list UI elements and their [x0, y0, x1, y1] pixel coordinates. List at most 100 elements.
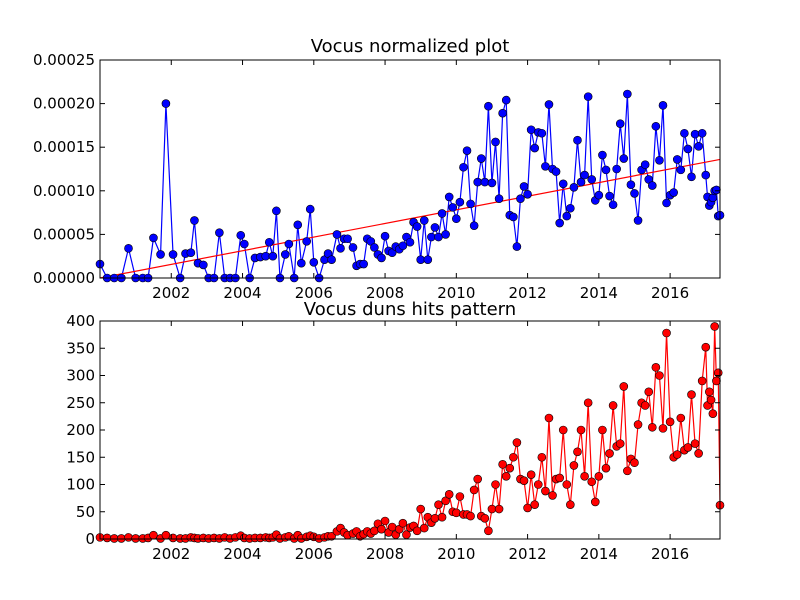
- data-point: [494, 194, 504, 203]
- data-point: [398, 518, 408, 528]
- y-tick-label: 200: [66, 421, 95, 439]
- data-point: [476, 154, 486, 163]
- data-point: [601, 463, 611, 473]
- data-point: [523, 503, 532, 513]
- duns-hits-panel: Vocus duns hits pattern 2002 2004 2006 2008…: [66, 299, 725, 563]
- data-point: [284, 239, 294, 249]
- data-point: [370, 243, 379, 252]
- data-point: [370, 526, 379, 536]
- data-point: [647, 181, 657, 190]
- data-point: [512, 242, 522, 251]
- data-point: [190, 216, 199, 225]
- data-point: [452, 508, 461, 518]
- data-point: [633, 420, 643, 429]
- data-point: [149, 530, 158, 540]
- data-point: [566, 500, 575, 509]
- data-point: [297, 258, 306, 268]
- x-tick-label: 2006: [295, 284, 333, 302]
- data-point: [605, 449, 614, 458]
- data-point: [156, 250, 165, 259]
- data-point: [569, 461, 579, 470]
- data-point: [519, 476, 529, 485]
- data-point: [655, 371, 664, 380]
- data-point: [441, 230, 450, 239]
- data-point: [605, 191, 614, 201]
- data-point: [272, 206, 281, 216]
- x-tick-label: 2006: [295, 545, 333, 563]
- data-point: [537, 128, 547, 138]
- data-point: [480, 177, 490, 187]
- data-point: [398, 241, 408, 251]
- data-point: [690, 439, 700, 448]
- data-point: [594, 190, 604, 200]
- data-point: [380, 231, 390, 241]
- data-point: [427, 232, 436, 242]
- data-point: [509, 452, 518, 462]
- data-point: [630, 458, 639, 468]
- x-tick-label: 2016: [651, 545, 689, 563]
- data-point: [651, 363, 661, 372]
- data-point: [455, 197, 465, 207]
- data-point: [434, 500, 443, 509]
- y-tick-label: 0.00020: [33, 95, 95, 113]
- data-point: [655, 155, 664, 165]
- data-point: [505, 463, 515, 473]
- x-tick-label: 2010: [437, 284, 475, 302]
- data-point: [268, 251, 278, 261]
- data-point: [186, 248, 196, 258]
- data-point: [619, 382, 629, 391]
- data-point: [694, 142, 703, 151]
- data-point: [501, 95, 511, 105]
- data-point: [672, 450, 682, 459]
- data-point: [697, 376, 707, 386]
- data-point: [683, 144, 693, 154]
- data-point: [558, 179, 568, 189]
- data-point: [168, 250, 178, 259]
- y-tick-label: 100: [66, 476, 95, 494]
- data-point: [327, 531, 336, 541]
- data-point: [573, 135, 582, 145]
- data-point: [566, 203, 575, 213]
- data-point: [562, 211, 572, 221]
- y-tick-label: 0.00005: [33, 225, 95, 243]
- data-point: [712, 185, 721, 195]
- plot-frame: [99, 59, 721, 279]
- data-point: [168, 533, 178, 543]
- data-point: [573, 447, 582, 457]
- data-point: [491, 137, 500, 147]
- y-tick-label: 0: [85, 530, 95, 548]
- data-point: [261, 251, 270, 261]
- data-point: [697, 128, 707, 138]
- data-point: [541, 162, 550, 171]
- data-point: [434, 232, 443, 242]
- data-point: [377, 253, 386, 263]
- data-point: [264, 237, 274, 247]
- x-tick-label: 2008: [366, 284, 404, 302]
- data-point: [466, 199, 475, 209]
- x-tick-label: 2012: [508, 284, 546, 302]
- data-point: [690, 129, 700, 139]
- data-point: [455, 492, 465, 501]
- data-point: [199, 260, 208, 270]
- x-tick-label: 2004: [223, 545, 261, 563]
- data-point: [590, 497, 600, 507]
- data-point: [623, 89, 632, 99]
- data-point: [444, 192, 454, 202]
- data-point: [612, 164, 621, 174]
- data-point: [640, 160, 650, 169]
- data-point: [640, 401, 650, 410]
- data-point: [669, 188, 678, 197]
- data-point: [526, 470, 536, 479]
- data-point: [687, 172, 696, 182]
- data-point: [608, 401, 618, 410]
- data-point: [623, 466, 632, 476]
- data-point: [416, 255, 425, 264]
- data-point: [580, 472, 589, 481]
- data-point: [412, 526, 422, 536]
- data-point: [336, 244, 345, 253]
- data-point: [665, 417, 675, 427]
- data-point: [576, 177, 586, 187]
- data-point: [498, 460, 507, 469]
- data-point: [487, 504, 497, 514]
- data-point: [537, 452, 547, 462]
